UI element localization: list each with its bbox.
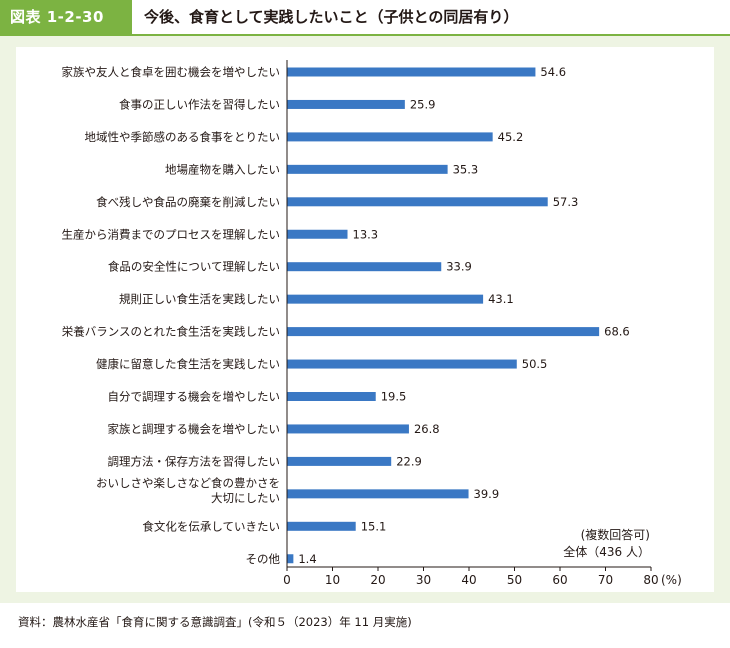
x-tick-label: 60 — [552, 573, 567, 587]
data-label: 45.2 — [498, 130, 524, 144]
bar — [287, 229, 348, 239]
x-tick-label: 0 — [283, 573, 291, 587]
data-label: 57.3 — [553, 195, 579, 209]
bar — [287, 132, 493, 142]
category-label: 家族や友人と食卓を囲む機会を増やしたい — [62, 65, 281, 79]
bar — [287, 99, 405, 109]
data-label: 22.9 — [396, 454, 422, 468]
x-tick-label: 80 — [643, 573, 658, 587]
bar — [287, 554, 294, 564]
bar — [287, 392, 376, 401]
bar-chart: 家族や友人と食卓を囲む機会を増やしたい 54.6 食事の正しい作法を習得したい 25.… — [62, 60, 682, 587]
category-label: 家族と調理する機会を増やしたい — [108, 422, 281, 436]
category-label: 食事の正しい作法を習得したい — [119, 97, 280, 111]
x-tick-label: 50 — [507, 573, 522, 587]
category-label: 自分で調理する機会を増やしたい — [108, 390, 281, 404]
bar — [287, 67, 536, 77]
bar — [287, 294, 484, 304]
bar — [287, 197, 548, 207]
category-label: おいしさや楽しさなど食の豊かさを大切にしたい — [96, 476, 280, 505]
x-axis-unit: (%) — [661, 573, 682, 587]
bar — [287, 262, 442, 272]
bar — [287, 359, 517, 369]
x-tick-label: 20 — [370, 573, 385, 587]
x-tick-label: 40 — [461, 573, 476, 587]
bar — [287, 489, 469, 499]
chart-note: 全体（436 人） — [563, 544, 650, 559]
data-label: 35.3 — [453, 162, 479, 176]
source-note: 資料：農林水産省「食育に関する意識調査」(令和５（2023）年 11 月実施) — [18, 615, 412, 629]
category-label: 健康に留意した食生活を実践したい — [96, 357, 280, 371]
figure-header: 図表 1-2-30 今後、食育として実践したいこと（子供との同居有り） — [0, 0, 730, 36]
bar — [287, 456, 392, 466]
category-label: その他 — [246, 552, 281, 566]
bar — [287, 327, 600, 337]
category-label: 栄養バランスのとれた食生活を実践したい — [62, 325, 280, 339]
category-label: 食品の安全性について理解したい — [108, 260, 280, 274]
data-label: 26.8 — [414, 422, 440, 436]
bar — [287, 424, 409, 434]
x-tick-label: 30 — [416, 573, 431, 587]
data-label: 43.1 — [488, 292, 514, 306]
data-label: 15.1 — [361, 519, 387, 533]
data-label: 39.9 — [474, 487, 500, 501]
category-label: 食べ残しや食品の廃棄を削減したい — [96, 195, 280, 209]
header-divider — [0, 34, 730, 36]
x-tick-label: 10 — [325, 573, 340, 587]
figure-title: 今後、食育として実践したいこと（子供との同居有り） — [144, 8, 519, 26]
data-label: 50.5 — [522, 357, 548, 371]
category-label: 生産から消費までのプロセスを理解したい — [62, 227, 281, 241]
data-label: 33.9 — [446, 260, 472, 274]
figure-number-badge: 図表 1-2-30 — [0, 0, 132, 34]
bar — [287, 164, 448, 174]
data-label: 13.3 — [353, 227, 379, 241]
data-label: 1.4 — [298, 552, 316, 566]
category-label: 食文化を伝承していきたい — [142, 519, 280, 533]
category-label: 地場産物を購入したい — [165, 162, 280, 176]
category-label: 調理方法・保存方法を習得したい — [108, 454, 281, 468]
category-label: 地域性や季節感のある食事をとりたい — [85, 130, 281, 144]
data-label: 54.6 — [540, 65, 566, 79]
category-label: 規則正しい食生活を実践したい — [119, 292, 280, 306]
x-tick-label: 70 — [598, 573, 613, 587]
data-label: 25.9 — [410, 97, 436, 111]
data-label: 68.6 — [604, 325, 630, 339]
data-label: 19.5 — [381, 390, 407, 404]
bar — [287, 521, 356, 531]
chart-note: (複数回答可) — [581, 527, 650, 542]
